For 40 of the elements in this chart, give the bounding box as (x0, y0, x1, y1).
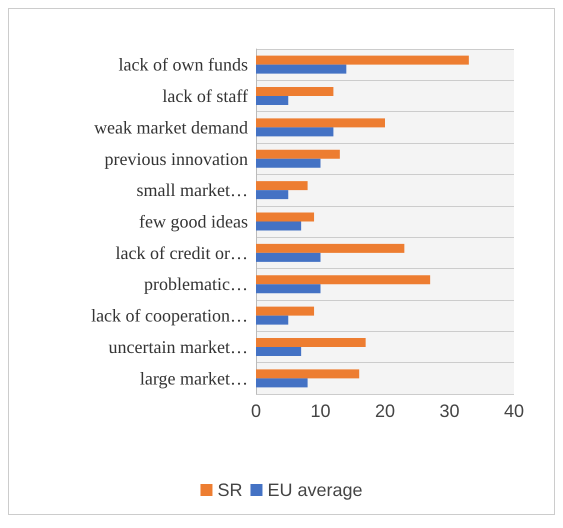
bar (256, 190, 288, 200)
bar (256, 284, 320, 294)
x-tick-label: 10 (310, 401, 331, 421)
bar (256, 222, 302, 230)
y-tick-label: uncertain market… (108, 336, 248, 357)
bar (256, 56, 469, 65)
bar (256, 252, 320, 262)
y-tick-label: lack of credit or… (116, 242, 248, 263)
bar (256, 64, 346, 74)
bar (256, 158, 320, 168)
y-tick-label: lack of staff (162, 86, 248, 106)
bar (256, 212, 314, 222)
y-tick-label: large market… (140, 368, 248, 388)
bar (256, 244, 404, 253)
x-tick-label: 40 (504, 401, 524, 421)
bar (256, 316, 288, 325)
y-tick-label: lack of own funds (118, 54, 248, 75)
bar (256, 378, 308, 388)
bar (256, 306, 314, 316)
bar (256, 118, 385, 128)
y-tick-label: weak market demand (94, 117, 248, 138)
bar (256, 346, 302, 356)
bar (256, 150, 340, 159)
bar (256, 127, 334, 136)
x-tick-label: 20 (374, 401, 396, 421)
x-tick-label: 0 (250, 401, 262, 421)
y-tick-label: previous innovation (104, 148, 248, 169)
x-tick-label: 30 (439, 401, 460, 421)
bar (256, 181, 308, 190)
bar (256, 96, 288, 106)
bar (256, 87, 334, 96)
y-tick-label: lack of cooperation… (91, 306, 248, 326)
bar (256, 369, 360, 378)
legend-label: SR (217, 480, 242, 500)
legend-label: EU average (267, 480, 363, 500)
bar (256, 275, 430, 284)
y-tick-label: small market… (136, 180, 248, 200)
y-tick-label: problematic… (144, 274, 248, 294)
y-tick-label: few good ideas (139, 212, 248, 232)
bar (256, 338, 366, 347)
